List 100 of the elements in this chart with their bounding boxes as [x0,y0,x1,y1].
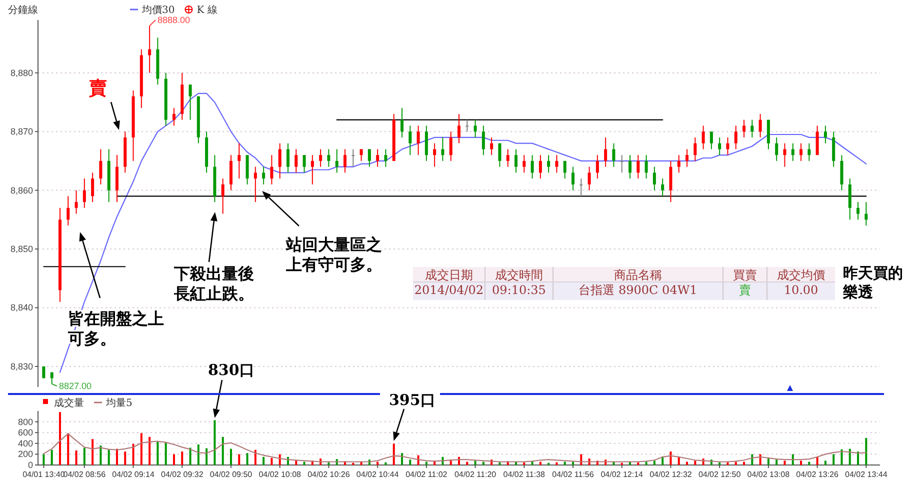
bar [678,456,680,465]
candlestick [652,166,656,191]
candlestick [620,154,624,174]
candlestick [824,125,827,144]
bar [556,462,558,465]
candlestick [384,148,388,168]
candlestick [246,154,249,185]
candlestick [74,190,78,214]
y-tick-label: 800 [18,416,33,427]
x-tick-label: 04/02 10:08 [258,470,302,479]
bar [523,462,526,465]
x-tick-label: 04/02 08:56 [63,470,106,479]
legend-label: 成交量 [54,397,84,409]
x-tick-label: 04/02 09:14 [112,470,155,479]
annotation: 8827.00 [59,381,92,391]
bar [637,462,640,465]
candlestick [686,148,689,168]
annotation: 賣 [739,283,751,297]
x-tick-label: 04/02 11:20 [454,470,497,479]
candlestick [400,108,404,138]
annotation: 成交均價 [777,268,825,282]
text: 395口 [389,391,436,409]
bar [75,450,78,465]
bar [278,454,281,465]
bar [686,462,688,465]
bar [718,462,721,465]
candlestick [864,202,868,226]
annotation: 10.00 [784,283,818,297]
bar [303,462,306,465]
bar [409,460,412,465]
bar [92,439,94,465]
candlestick [530,154,534,180]
bar [694,460,696,465]
candlestick [604,136,608,168]
candlestick [310,154,314,185]
candlestick [775,136,778,162]
legend-label: 均量5 [105,397,132,409]
bar [50,450,53,465]
candlestick [522,154,526,174]
candlestick [856,202,860,220]
bar [776,460,778,465]
bar [262,456,265,465]
candlestick [294,148,298,174]
candlestick [286,142,290,174]
candlestick [458,113,460,144]
legend-label: K 線 [196,5,218,16]
annotation: 賣 [88,78,107,99]
candlestick [238,142,241,180]
bar [197,444,200,465]
bar [164,442,167,465]
candlestick [726,136,730,156]
candlestick [99,148,102,185]
x-tick-label: 04/02 11:38 [503,470,546,479]
candlestick [115,154,118,203]
x-tick-label: 04/02 11:56 [552,470,594,479]
annotation: 站回大量區之上有守可多。 [285,235,382,274]
bar [246,453,248,465]
annotation: 8888.00 [158,15,190,25]
candlestick [563,160,566,180]
annotation: 成交日期 [425,268,473,282]
bar [645,462,648,465]
bar [401,453,403,465]
candlestick [832,131,836,168]
candlestick [718,136,722,156]
bar [238,454,240,465]
candlestick [710,131,713,150]
candlestick [424,125,428,162]
candlestick [669,160,672,203]
x-tick-label: 04/02 13:44 [845,470,888,479]
bar [392,444,395,465]
annotation: 商品名稱 [614,268,662,282]
annotation: 09:10:35 [492,283,546,297]
y-tick-label: 8,840 [10,302,33,313]
bar [848,448,851,465]
candlestick [368,148,371,168]
bar [816,456,818,465]
bar [662,456,664,465]
bar [58,412,61,465]
x-tick-label: 04/02 10:26 [308,470,350,479]
candlestick [514,148,518,174]
candlestick [628,154,632,180]
candlestick [482,125,485,156]
bar [653,460,656,465]
candlestick [742,119,746,138]
candlestick [848,178,852,220]
y-tick-label: 200 [18,449,33,460]
candlestick [82,178,86,208]
y-tick-label: 600 [18,428,33,438]
candlestick [596,154,599,180]
candlestick [588,166,591,191]
candlestick [441,136,444,162]
bar [425,462,428,465]
candlestick [262,166,266,185]
x-tick-label: 04/02 09:50 [210,470,253,479]
y-tick-label: 8,880 [10,68,33,78]
candlestick [677,154,680,174]
candlestick [229,154,232,191]
y-tick-label: 400 [18,438,33,448]
bar [116,448,118,465]
y-tick-label: 8,870 [10,126,33,137]
